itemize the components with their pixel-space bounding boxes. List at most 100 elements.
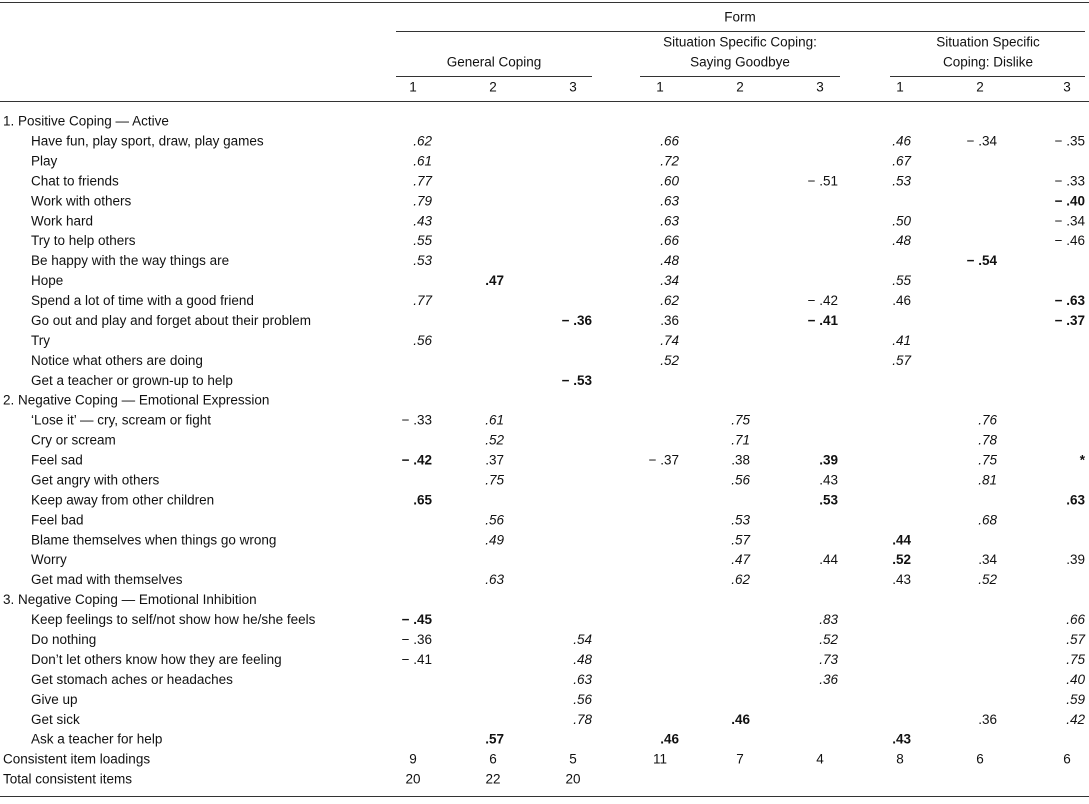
loading-value: .44 xyxy=(892,532,911,547)
loading-value: .48 xyxy=(573,652,592,667)
group-heading: Situation Specific Coping: xyxy=(663,35,817,50)
loading-value: − .36 xyxy=(402,632,432,647)
group-heading: Situation Specific xyxy=(936,35,1040,50)
loading-value: .62 xyxy=(660,293,679,308)
row-label: Blame themselves when things go wrong xyxy=(31,532,276,547)
loading-value: .36 xyxy=(819,672,838,687)
loading-value: .48 xyxy=(892,233,911,248)
loading-value: .56 xyxy=(413,333,432,348)
loading-value: − .34 xyxy=(1055,213,1086,228)
row-label: Get a teacher or grown-up to help xyxy=(31,373,233,388)
group-heading: Saying Goodbye xyxy=(690,55,790,70)
loading-value: .47 xyxy=(485,273,504,288)
loading-value: .78 xyxy=(573,712,592,727)
loading-value: .38 xyxy=(731,453,750,468)
loading-value: .53 xyxy=(892,173,911,188)
row-label: Worry xyxy=(31,552,67,567)
loading-value: .39 xyxy=(819,453,838,468)
row-label: Go out and play and forget about their p… xyxy=(31,313,311,328)
loading-value: .79 xyxy=(413,193,432,208)
row-label: Give up xyxy=(31,692,78,707)
summary-value: 20 xyxy=(565,772,580,787)
loading-value: .63 xyxy=(573,672,592,687)
row-label: Don’t let others know how they are feeli… xyxy=(31,652,282,667)
section-title: 2. Negative Coping — Emotional Expressio… xyxy=(3,393,269,408)
loading-value: .36 xyxy=(660,313,679,328)
loading-value: .47 xyxy=(731,552,750,567)
loading-value: .52 xyxy=(485,433,504,448)
loading-value: .66 xyxy=(1066,612,1085,627)
loading-value: .73 xyxy=(819,652,838,667)
loading-value: .71 xyxy=(731,433,750,448)
loading-value: .43 xyxy=(819,472,838,487)
loading-value: .62 xyxy=(731,572,750,587)
row-label: Keep away from other children xyxy=(31,492,214,507)
row-label: Notice what others are doing xyxy=(31,353,203,368)
loading-value: .83 xyxy=(819,612,838,627)
row-label: Get mad with themselves xyxy=(31,572,183,587)
loading-value: .57 xyxy=(485,732,504,747)
summary-value: 8 xyxy=(896,752,904,767)
loading-value: − .33 xyxy=(1055,173,1085,188)
summary-value: 6 xyxy=(489,752,497,767)
loading-value: .63 xyxy=(1066,492,1085,507)
column-number: 3 xyxy=(569,80,577,95)
loading-value: .43 xyxy=(892,572,911,587)
loading-value: .67 xyxy=(892,153,911,168)
loading-value: .36 xyxy=(978,712,997,727)
loading-value: .74 xyxy=(660,333,679,348)
row-label: ‘Lose it’ — cry, scream or fight xyxy=(31,413,211,428)
loading-value: * xyxy=(1080,453,1086,468)
loading-value: − .45 xyxy=(402,612,433,627)
loading-value: − .46 xyxy=(1055,233,1085,248)
loading-value: − .34 xyxy=(967,134,998,149)
loading-value: .77 xyxy=(413,173,432,188)
loading-value: .57 xyxy=(731,532,750,547)
loading-value: .81 xyxy=(978,472,997,487)
summary-label: Consistent item loadings xyxy=(3,752,150,767)
loading-value: .57 xyxy=(892,353,911,368)
loading-value: .59 xyxy=(1066,692,1085,707)
row-label: Work with others xyxy=(31,193,132,208)
column-number: 3 xyxy=(1063,80,1071,95)
row-label: Ask a teacher for help xyxy=(31,732,162,747)
loading-value: .76 xyxy=(978,413,997,428)
row-label: Do nothing xyxy=(31,632,96,647)
row-label: Have fun, play sport, draw, play games xyxy=(31,134,264,149)
summary-value: 11 xyxy=(653,752,667,767)
summary-value: 4 xyxy=(816,752,824,767)
loading-value: .53 xyxy=(731,512,750,527)
row-label: Hope xyxy=(31,273,63,288)
loading-value: .56 xyxy=(731,472,750,487)
loading-value: .43 xyxy=(892,732,911,747)
loading-value: − .33 xyxy=(402,413,432,428)
row-label: Get sick xyxy=(31,712,80,727)
loading-value: .77 xyxy=(413,293,432,308)
loading-value: .78 xyxy=(978,433,997,448)
row-label: Spend a lot of time with a good friend xyxy=(31,293,254,308)
summary-value: 22 xyxy=(485,772,500,787)
loading-value: .61 xyxy=(413,153,432,168)
loading-value: .46 xyxy=(892,293,911,308)
loading-value: − .37 xyxy=(1055,313,1085,328)
loading-value: .49 xyxy=(485,532,504,547)
row-label: Get angry with others xyxy=(31,472,160,487)
loading-value: .75 xyxy=(485,472,504,487)
row-label: Be happy with the way things are xyxy=(31,253,229,268)
loading-value: .52 xyxy=(660,353,679,368)
loading-value: .62 xyxy=(413,134,432,149)
loading-value: .75 xyxy=(731,413,750,428)
column-number: 2 xyxy=(489,80,497,95)
form-heading: Form xyxy=(724,10,756,25)
loading-value: − .53 xyxy=(562,373,593,388)
loading-value: − .42 xyxy=(402,453,432,468)
loading-value: .39 xyxy=(1066,552,1085,567)
loading-value: .53 xyxy=(819,492,838,507)
loading-value: .68 xyxy=(978,512,997,527)
summary-label: Total consistent items xyxy=(3,772,132,787)
loading-value: .56 xyxy=(485,512,504,527)
summary-value: 9 xyxy=(409,752,417,767)
loading-value: .61 xyxy=(485,413,504,428)
loading-value: .46 xyxy=(731,712,750,727)
